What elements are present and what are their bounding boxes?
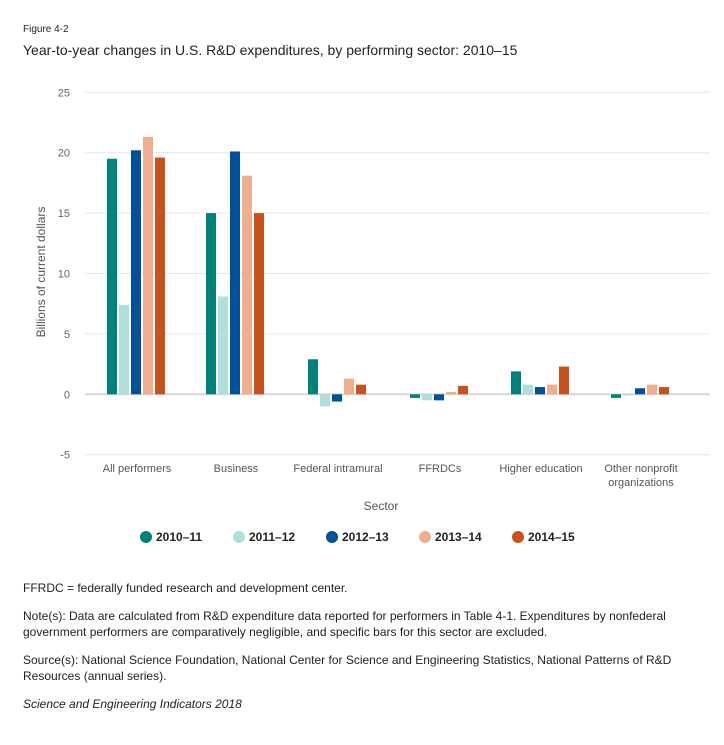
bar xyxy=(511,371,521,395)
citation: Science and Engineering Indicators 2018 xyxy=(23,697,242,711)
bar xyxy=(107,158,117,395)
bar xyxy=(242,175,252,395)
legend-marker xyxy=(233,531,245,543)
bar xyxy=(119,304,129,395)
legend-marker xyxy=(140,531,152,543)
bar xyxy=(422,394,432,401)
y-tick-label: 5 xyxy=(64,329,70,341)
bar xyxy=(647,384,657,395)
bar xyxy=(635,388,645,395)
bar xyxy=(535,387,545,395)
bar xyxy=(254,213,264,395)
bar xyxy=(446,391,456,395)
bar xyxy=(131,150,141,395)
legend-label: 2010–11 xyxy=(156,530,202,544)
legend-label: 2011–12 xyxy=(249,530,295,544)
legend-marker xyxy=(326,531,338,543)
bar xyxy=(344,378,354,395)
y-tick-label: 25 xyxy=(58,87,70,99)
notes: FFRDC = federally funded research and de… xyxy=(23,580,703,724)
x-tick-label: FFRDCs xyxy=(419,463,462,475)
bar xyxy=(308,359,318,395)
chart-title: Year-to-year changes in U.S. R&D expendi… xyxy=(23,42,518,58)
x-tick-label: Other nonprofit xyxy=(604,463,677,475)
bar xyxy=(434,394,444,401)
bar xyxy=(155,157,165,395)
bar xyxy=(547,384,557,395)
bar xyxy=(230,151,240,395)
legend-label: 2014–15 xyxy=(528,530,575,544)
bar xyxy=(206,213,216,395)
bar xyxy=(523,384,533,395)
bar xyxy=(332,394,342,402)
bar xyxy=(559,366,569,395)
x-tick-label: Higher education xyxy=(499,463,582,475)
y-tick-label: 10 xyxy=(58,269,70,281)
legend-marker xyxy=(419,531,431,543)
x-tick-label: Business xyxy=(214,463,259,475)
x-tick-label: organizations xyxy=(608,477,674,489)
legend-label: 2012–13 xyxy=(342,530,389,544)
x-axis-label: Sector xyxy=(364,499,399,513)
chart: -5 0 5 10 15 20 25 Billions of current dollars S… xyxy=(34,87,710,544)
bar xyxy=(320,394,330,407)
bar xyxy=(218,296,228,395)
y-tick-label: 20 xyxy=(58,148,70,160)
source: Source(s): National Science Foundation, … xyxy=(23,653,672,683)
y-axis-label: Billions of current dollars xyxy=(34,207,48,338)
bar xyxy=(623,394,633,396)
legend-label: 2013–14 xyxy=(435,530,482,544)
bar xyxy=(143,136,153,395)
y-tick-label: -5 xyxy=(60,450,70,462)
y-tick-label: 0 xyxy=(64,389,70,401)
abbrev-note: FFRDC = federally funded research and de… xyxy=(23,581,348,595)
bar xyxy=(356,384,366,395)
y-tick-label: 15 xyxy=(58,208,70,220)
legend-marker xyxy=(512,531,524,543)
figure-number: Figure 4-2 xyxy=(23,24,69,35)
x-tick-label: Federal intramural xyxy=(293,463,382,475)
bar xyxy=(458,385,468,395)
bar xyxy=(659,387,669,395)
bar xyxy=(410,394,420,398)
x-tick-label: All performers xyxy=(103,463,172,475)
bar xyxy=(611,394,621,398)
note: Note(s): Data are calculated from R&D ex… xyxy=(23,609,666,639)
